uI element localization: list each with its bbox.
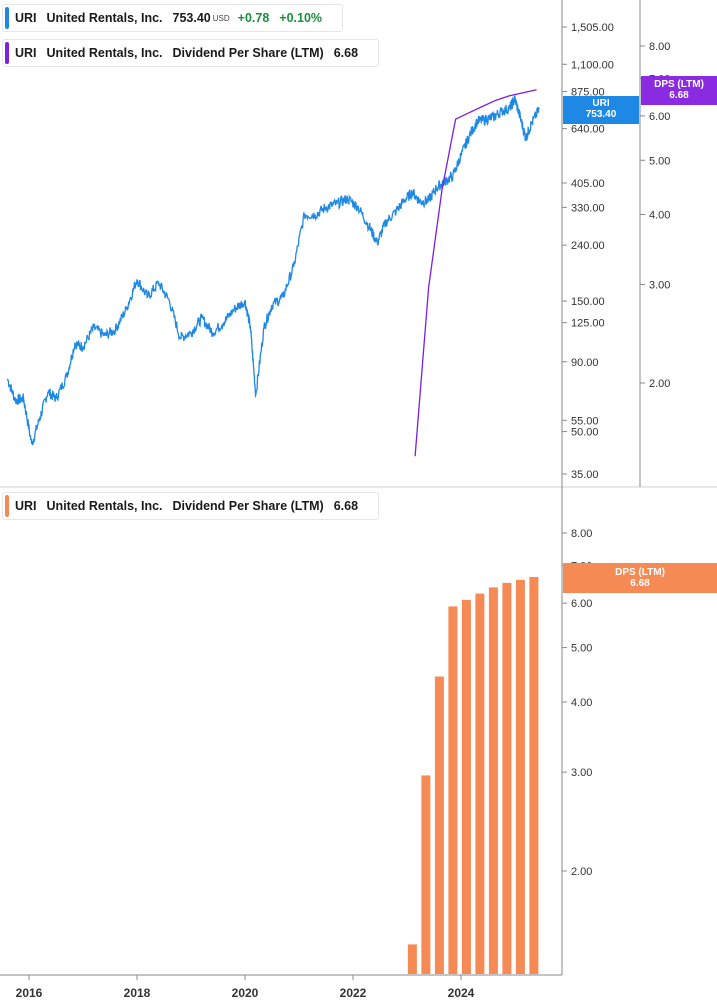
bar-tick-label: 5.00 — [571, 643, 592, 655]
bar-tick-label: 4.00 — [571, 697, 592, 709]
dps-tag-bottom-label: DPS (LTM) — [615, 567, 665, 578]
price-tag-value: 753.40 — [585, 109, 617, 120]
price-legend-swatch — [5, 7, 9, 29]
dps-bars — [407, 576, 539, 974]
dps-tag-bottom-value: 6.68 — [630, 578, 650, 589]
dps-bar-legend-ticker: URI — [15, 499, 37, 513]
dps-tick-label: 2.00 — [649, 378, 670, 390]
dps-bar — [448, 606, 458, 974]
bar-tick-label: 8.00 — [571, 528, 592, 540]
dps-tick-label: 8.00 — [649, 41, 670, 53]
price-tick-label: 640.00 — [571, 124, 605, 136]
price-legend-change-pct: +0.10% — [279, 11, 323, 25]
price-tick-label: 405.00 — [571, 178, 605, 190]
bar-tick-label: 2.00 — [571, 866, 592, 878]
dps-line-legend-metric: Dividend Per Share (LTM) — [172, 46, 324, 60]
dps-line-legend-swatch — [5, 42, 9, 64]
x-axis-ticks: 2016 2018 2020 2022 2024 — [16, 975, 475, 1000]
bar-tick-label: 6.00 — [571, 598, 592, 610]
price-tick-label: 55.00 — [571, 415, 599, 427]
price-tick-label: 330.00 — [571, 202, 605, 214]
x-tick-label: 2020 — [232, 986, 259, 1000]
dps-bar-legend-value: 6.68 — [333, 499, 359, 513]
x-tick-label: 2018 — [124, 986, 151, 1000]
dps-line-legend-ticker: URI — [15, 46, 37, 60]
dps-bar — [515, 579, 525, 974]
dps-line-legend-name: United Rentals, Inc. — [46, 46, 163, 60]
price-legend[interactable]: URI United Rentals, Inc. 753.40 USD +0.7… — [2, 4, 344, 32]
dps-bar — [502, 582, 512, 974]
dps-bar-legend-metric: Dividend Per Share (LTM) — [172, 499, 324, 513]
dps-bar — [407, 944, 417, 974]
price-tick-label: 1,100.00 — [571, 59, 614, 71]
price-tick-label: 35.00 — [571, 469, 599, 481]
price-tick-label: 50.00 — [571, 427, 599, 439]
price-legend-name: United Rentals, Inc. — [46, 11, 163, 25]
dps-bar-legend[interactable]: URI United Rentals, Inc. Dividend Per Sh… — [2, 492, 380, 520]
dps-bar — [529, 576, 539, 974]
dps-tag-bottom: DPS (LTM) 6.68 — [563, 563, 717, 593]
dps-bar — [421, 775, 431, 974]
price-tick-label: 125.00 — [571, 318, 605, 330]
dps-tag-top: DPS (LTM) 6.68 — [641, 76, 717, 105]
price-tag: URI 753.40 — [563, 96, 639, 124]
price-tick-label: 875.00 — [571, 86, 605, 98]
bar-axis-ticks: 2.003.004.005.006.007.008.00 — [562, 528, 592, 878]
x-tick-label: 2022 — [340, 986, 367, 1000]
dps-bar — [461, 599, 471, 974]
x-tick-label: 2024 — [448, 986, 475, 1000]
dps-line-legend-value: 6.68 — [333, 46, 359, 60]
dps-line-legend[interactable]: URI United Rentals, Inc. Dividend Per Sh… — [2, 39, 380, 67]
dps-bar-legend-name: United Rentals, Inc. — [46, 499, 163, 513]
dps-tick-label: 4.00 — [649, 210, 670, 222]
dps-bar — [488, 587, 498, 974]
dps-tag-top-label: DPS (LTM) — [654, 79, 704, 90]
price-tick-label: 150.00 — [571, 296, 605, 308]
price-legend-change: +0.78 — [237, 11, 270, 25]
price-tag-label: URI — [592, 98, 610, 109]
dps-tick-label: 3.00 — [649, 279, 670, 291]
dps-tick-label: 6.00 — [649, 111, 670, 123]
dps-bar — [434, 676, 444, 974]
price-legend-ticker: URI — [15, 11, 37, 25]
price-line — [6, 95, 540, 446]
dps-bar-legend-swatch — [5, 495, 9, 517]
x-tick-label: 2016 — [16, 986, 43, 1000]
price-legend-currency: USD — [212, 13, 230, 23]
bar-tick-label: 3.00 — [571, 767, 592, 779]
dps-tag-top-value: 6.68 — [669, 90, 689, 101]
dps-bar — [475, 593, 485, 974]
dps-tick-label: 5.00 — [649, 155, 670, 167]
price-tick-label: 240.00 — [571, 240, 605, 252]
price-tick-label: 90.00 — [571, 357, 599, 369]
price-legend-price: 753.40 — [172, 11, 211, 25]
price-tick-label: 1,505.00 — [571, 22, 614, 34]
dps-line — [414, 89, 537, 457]
